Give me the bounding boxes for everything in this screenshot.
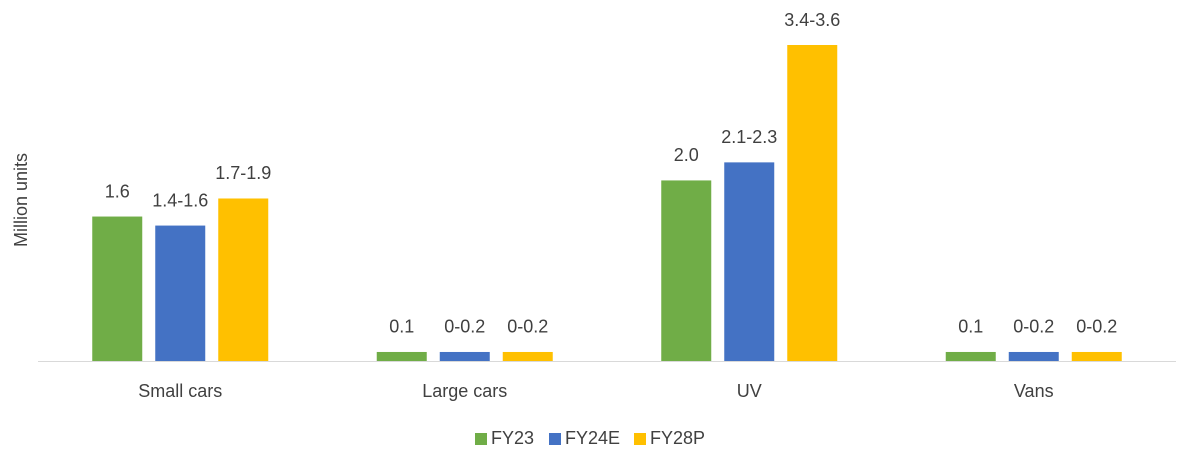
x-tick-label: Small cars (138, 381, 222, 401)
bar (787, 45, 838, 361)
legend-label: FY24E (565, 428, 620, 448)
data-label: 1.4-1.6 (152, 190, 208, 210)
data-label: 2.0 (674, 145, 699, 165)
legend-label: FY28P (650, 428, 705, 448)
legend-swatch (475, 433, 487, 445)
data-label: 0-0.2 (444, 317, 485, 337)
bar (1008, 351, 1059, 361)
data-label: 2.1-2.3 (721, 127, 777, 147)
data-label: 0-0.2 (1013, 317, 1054, 337)
bar (1071, 351, 1122, 361)
data-label: 0.1 (958, 317, 983, 337)
bar (376, 351, 427, 361)
x-tick-label: Vans (1014, 381, 1054, 401)
bar (502, 351, 553, 361)
bar (218, 198, 269, 361)
data-label: 1.6 (105, 181, 130, 201)
bar (155, 225, 206, 361)
x-tick-label: UV (737, 381, 762, 401)
data-label: 1.7-1.9 (215, 163, 271, 183)
bar (439, 351, 490, 361)
data-label: 0.1 (389, 317, 414, 337)
legend-label: FY23 (491, 428, 534, 448)
y-axis-label: Million units (11, 153, 31, 247)
data-label: 0-0.2 (507, 317, 548, 337)
bar (724, 162, 775, 361)
data-label: 0-0.2 (1076, 317, 1117, 337)
data-label: 3.4-3.6 (784, 10, 840, 30)
bar (945, 351, 996, 361)
x-tick-label: Large cars (422, 381, 507, 401)
bar (661, 180, 712, 361)
legend-swatch (634, 433, 646, 445)
legend-swatch (549, 433, 561, 445)
bar (92, 216, 143, 361)
